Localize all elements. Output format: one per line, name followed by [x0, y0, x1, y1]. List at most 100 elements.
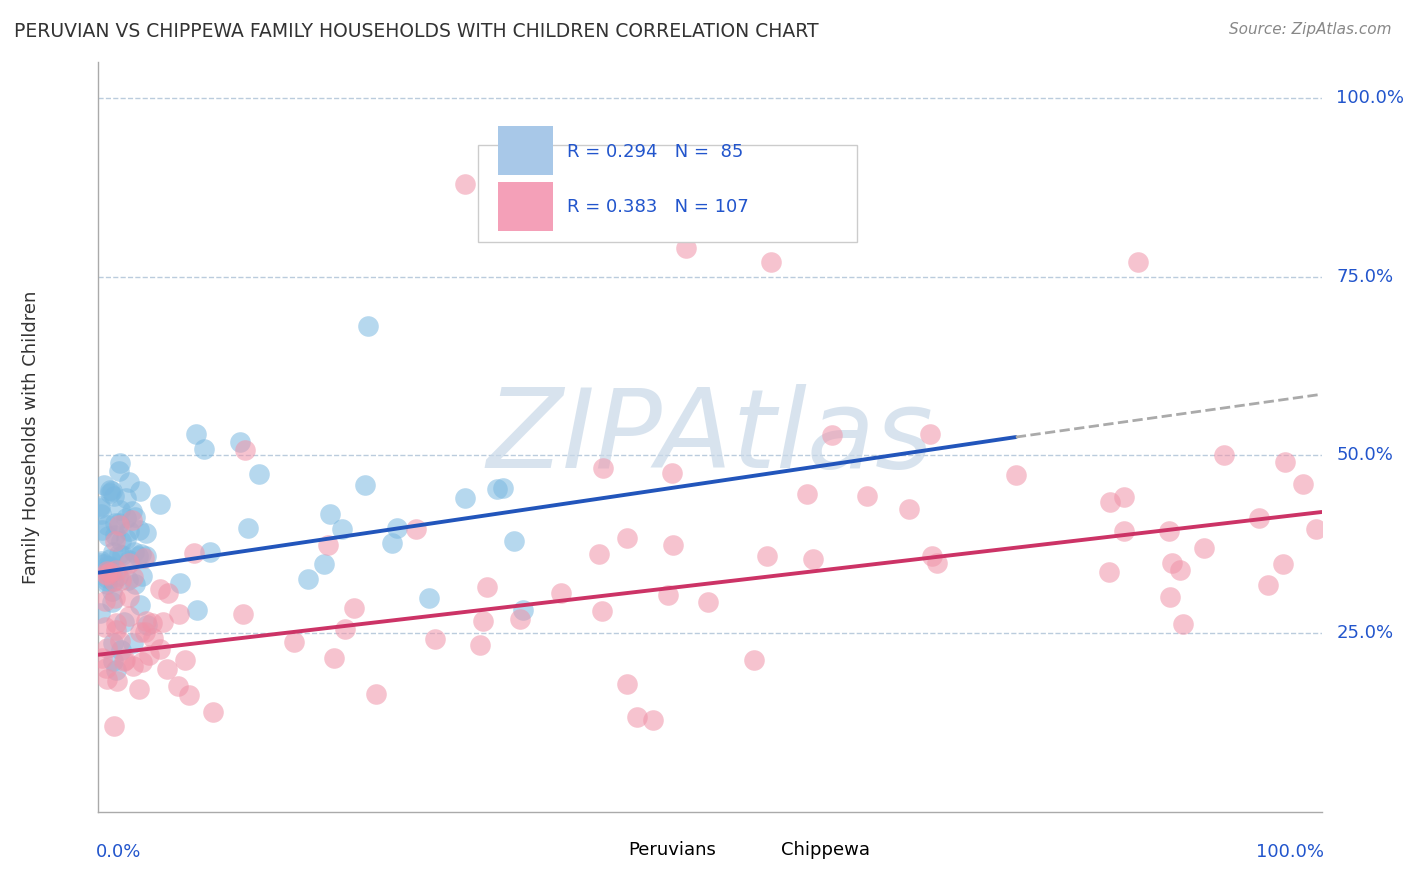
Point: [97, 529, 120, 543]
Point: [103, 489, 125, 503]
Point: [108, 464, 131, 478]
Point: [550, 586, 572, 600]
Point: [177, 689, 200, 703]
Point: [142, 632, 165, 646]
Point: [121, 570, 143, 584]
Point: [104, 534, 127, 549]
Point: [1249, 510, 1271, 524]
Point: [117, 553, 139, 567]
Point: [98, 558, 121, 573]
Point: [157, 586, 180, 600]
Point: [96, 672, 118, 686]
Point: [112, 615, 135, 629]
Point: [96, 574, 118, 588]
Point: [509, 612, 531, 626]
Point: [124, 509, 146, 524]
Point: [89, 501, 111, 516]
Point: [330, 522, 353, 536]
Point: [93, 557, 115, 571]
Text: Source: ZipAtlas.com: Source: ZipAtlas.com: [1229, 22, 1392, 37]
Point: [134, 624, 156, 639]
Point: [1271, 557, 1294, 571]
Point: [96, 568, 118, 582]
Point: [115, 511, 138, 525]
Point: [108, 548, 131, 562]
Text: Peruvians: Peruvians: [628, 841, 716, 859]
Text: 50.0%: 50.0%: [1336, 446, 1393, 464]
Bar: [498, 126, 554, 175]
Point: [128, 484, 150, 499]
Point: [856, 489, 879, 503]
Point: [135, 549, 157, 564]
Point: [152, 615, 174, 629]
Point: [1157, 524, 1180, 538]
Text: 25.0%: 25.0%: [1336, 624, 1393, 642]
Point: [454, 491, 477, 505]
Point: [96, 571, 118, 585]
Point: [821, 428, 844, 442]
Point: [1159, 590, 1181, 604]
Point: [1292, 476, 1315, 491]
Point: [755, 549, 778, 564]
Point: [616, 677, 638, 691]
Point: [149, 641, 172, 656]
Point: [423, 632, 446, 646]
Point: [104, 516, 127, 530]
Point: [657, 588, 679, 602]
Point: [131, 655, 153, 669]
Point: [118, 524, 141, 539]
Point: [104, 528, 127, 542]
Point: [1004, 468, 1026, 483]
Point: [135, 615, 157, 629]
Point: [661, 466, 683, 480]
Point: [1112, 524, 1135, 538]
Point: [485, 482, 508, 496]
Point: [169, 607, 191, 621]
Point: [492, 481, 515, 495]
Point: [138, 648, 160, 662]
Point: [115, 533, 138, 547]
Point: [101, 574, 124, 588]
Point: [233, 442, 256, 457]
Point: [98, 485, 121, 500]
Point: [122, 659, 145, 673]
Point: [128, 523, 150, 537]
Point: [921, 549, 943, 564]
Point: [803, 552, 825, 566]
Point: [343, 601, 366, 615]
Point: [193, 442, 215, 457]
Point: [1192, 541, 1215, 555]
Point: [94, 594, 117, 608]
Point: [121, 503, 143, 517]
Point: [319, 508, 342, 522]
Point: [103, 636, 125, 650]
Point: [89, 499, 111, 513]
Point: [105, 663, 128, 677]
Point: [1257, 577, 1279, 591]
Point: [110, 502, 132, 516]
Point: [100, 483, 122, 498]
Point: [101, 654, 124, 668]
Point: [105, 623, 128, 637]
Point: [592, 460, 614, 475]
Point: [141, 615, 163, 630]
Point: [127, 549, 149, 563]
Point: [112, 654, 135, 668]
Point: [385, 521, 408, 535]
Point: [503, 533, 526, 548]
Point: [94, 567, 117, 582]
Point: [366, 687, 388, 701]
Point: [588, 548, 610, 562]
Point: [1274, 455, 1296, 469]
Point: [183, 546, 205, 560]
Point: [107, 674, 129, 689]
Point: [96, 565, 118, 579]
Point: [134, 551, 156, 566]
Point: [104, 616, 127, 631]
Point: [232, 607, 254, 621]
Text: 0.0%: 0.0%: [96, 843, 142, 861]
Point: [122, 636, 145, 650]
Point: [149, 497, 172, 511]
Point: [1168, 563, 1191, 577]
Point: [90, 554, 112, 568]
